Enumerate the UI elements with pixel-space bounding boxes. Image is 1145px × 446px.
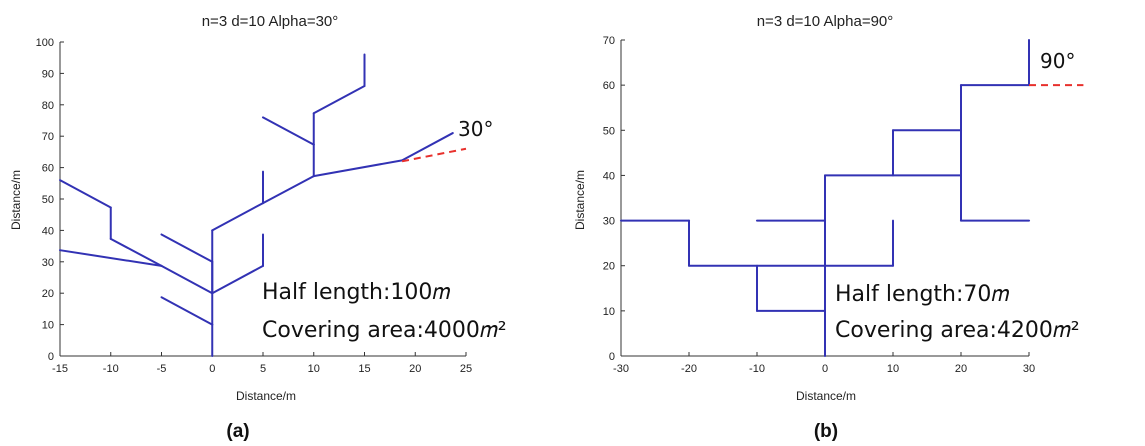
- panel-b-x-axis-title: Distance/m: [796, 389, 856, 403]
- panel-a-branch-segment: [59, 179, 112, 209]
- panel-a-y-ticks: 0 10 20 30 40 50 60 70 80 90 100: [36, 37, 64, 363]
- panel-a-branch-segment: [160, 233, 214, 263]
- panel-a-title: n=3 d=10 Alpha=30°: [202, 13, 339, 30]
- panel-b-y-tick-label: 0: [609, 351, 615, 363]
- panel-a-x-tick-label: 20: [409, 363, 421, 375]
- panel-a-label: (a): [226, 421, 249, 442]
- panel-b-x-tick-label: 0: [822, 363, 828, 375]
- panel-a-half-length: Half length:100𝑚: [262, 280, 450, 305]
- panel-b-y-tick-label: 60: [603, 80, 615, 92]
- panel-a-y-tick-label: 0: [48, 351, 54, 363]
- panel-b-y-tick-label: 50: [603, 125, 615, 137]
- panel-b-x-tick-label: -10: [749, 363, 765, 375]
- panel-b-y-tick-label: 70: [603, 35, 615, 47]
- panel-a-x-tick-label: -10: [103, 363, 119, 375]
- panel-a-branch-segment: [211, 264, 264, 295]
- panel-a-y-tick-label: 40: [42, 225, 54, 237]
- panel-a-branch-segment: [160, 296, 214, 326]
- panel-a-y-tick-label: 90: [42, 68, 54, 80]
- panel-b-x-tick-label: -20: [681, 363, 697, 375]
- panel-a-y-tick-label: 10: [42, 320, 54, 332]
- panel-a-y-axis-title: Distance/m: [9, 170, 23, 230]
- panel-a-x-axis-title: Distance/m: [236, 389, 296, 403]
- panel-a-branch-lines: [59, 53, 454, 357]
- panel-a: n=3 d=10 Alpha=30° 010203040506070809010…: [9, 13, 507, 442]
- panel-b-title: n=3 d=10 Alpha=90°: [757, 13, 894, 30]
- panel-a-x-ticks: -15 -10 -5 0 5 10 15 20 25: [52, 352, 472, 375]
- panel-a-x-tick-label: 15: [358, 363, 370, 375]
- panel-a-branch-segment: [312, 84, 366, 115]
- panel-a-branch-segment: [59, 249, 163, 267]
- panel-b-y-ticks: 0 10 20 30 40 50 60 70: [603, 35, 625, 363]
- panel-b-half-length: Half length:70𝑚: [835, 282, 1009, 307]
- panel-a-x-tick-label: 25: [460, 363, 472, 375]
- panel-b-x-tick-label: 10: [887, 363, 899, 375]
- panel-a-branch-segment: [262, 116, 315, 146]
- panel-a-x-tick-label: -15: [52, 363, 68, 375]
- panel-a-x-tick-label: -5: [157, 363, 167, 375]
- panel-a-angle-label: 30°: [458, 117, 493, 141]
- panel-a-y-tick-label: 80: [42, 100, 54, 112]
- panel-a-branch-segment: [262, 175, 315, 205]
- panel-a-branch-segment: [160, 264, 214, 295]
- panel-a-branch-segment: [312, 159, 404, 178]
- panel-b-covering-area: Covering area:4200𝑚²: [835, 318, 1080, 343]
- panel-a-x-tick-label: 10: [308, 363, 320, 375]
- panel-b-x-tick-label: 20: [955, 363, 967, 375]
- panel-b-y-tick-label: 30: [603, 216, 615, 228]
- panel-b-x-ticks: -30 -20 -10 0 10 20 30: [613, 352, 1035, 375]
- panel-a-x-tick-label: 5: [260, 363, 266, 375]
- panel-a-branch-segment: [211, 202, 264, 232]
- panel-a-y-tick-label: 20: [42, 288, 54, 300]
- panel-b-y-tick-label: 10: [603, 306, 615, 318]
- panel-b-x-tick-label: -30: [613, 363, 629, 375]
- panel-a-branch-segment: [109, 237, 163, 267]
- panel-b-y-axis-title: Distance/m: [573, 170, 587, 230]
- panel-a-reference-line: [401, 147, 467, 163]
- panel-b-x-tick-label: 30: [1023, 363, 1035, 375]
- panel-a-branch-segment: [401, 132, 454, 162]
- panel-b-y-tick-label: 40: [603, 170, 615, 182]
- panel-b: n=3 d=10 Alpha=90° 0 10 20 30 40 50 60 70 -30 -2…: [573, 13, 1084, 442]
- panel-a-covering-area: Covering area:4000𝑚²: [262, 318, 507, 343]
- panel-b-branch-lines: [620, 39, 1030, 357]
- panel-a-y-tick-label: 30: [42, 257, 54, 269]
- panel-a-x-tick-label: 0: [209, 363, 215, 375]
- panel-a-y-tick-label: 70: [42, 131, 54, 143]
- panel-a-y-tick-label: 100: [36, 37, 54, 49]
- panel-a-y-tick-label: 50: [42, 194, 54, 206]
- panel-a-y-tick-label: 60: [42, 163, 54, 175]
- panel-b-angle-label: 90°: [1040, 49, 1075, 73]
- panel-b-label: (b): [814, 421, 838, 442]
- panel-b-y-tick-label: 20: [603, 261, 615, 273]
